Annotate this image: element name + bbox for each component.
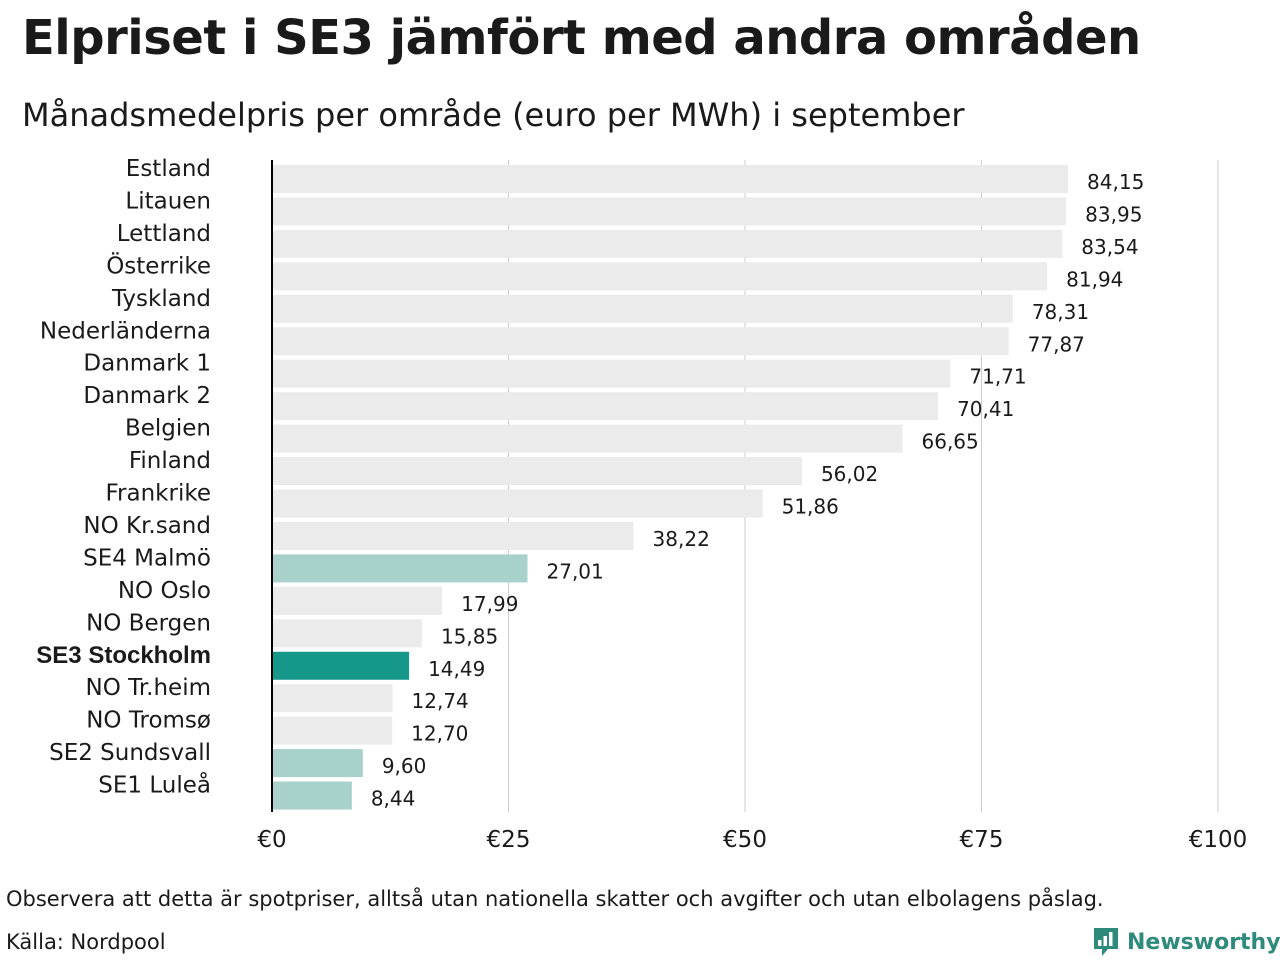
value-label: 84,15 <box>1087 170 1144 194</box>
category-label: Danmark 2 <box>83 383 211 409</box>
value-label: 12,70 <box>411 722 468 746</box>
bar <box>272 651 410 680</box>
bar <box>272 749 363 778</box>
x-tick-label: €25 <box>487 827 531 853</box>
category-label: Österrike <box>106 251 211 279</box>
x-tick-label: €100 <box>1189 827 1248 853</box>
category-labels: Estland Litauen Lettland Österrike Tyskland N… <box>36 156 211 799</box>
category-label: Nederländerna <box>40 318 211 344</box>
bar <box>272 521 634 550</box>
value-label: 77,87 <box>1028 332 1085 356</box>
value-label: 83,95 <box>1085 202 1142 226</box>
bar <box>272 554 528 583</box>
bar <box>272 262 1048 291</box>
value-label: 56,02 <box>821 462 878 486</box>
footnote: Observera att detta är spotpriser, allts… <box>6 887 1104 911</box>
bar <box>272 327 1009 356</box>
bar <box>272 619 422 648</box>
category-label: NO Kr.sand <box>83 513 211 539</box>
category-label: Frankrike <box>106 481 212 507</box>
category-label: NO Bergen <box>86 610 211 636</box>
bar <box>272 586 443 615</box>
bar <box>272 197 1067 226</box>
category-label: NO Oslo <box>118 578 211 604</box>
bar <box>272 392 939 421</box>
bar <box>272 781 352 810</box>
value-label: 83,54 <box>1081 235 1138 259</box>
bar <box>272 229 1063 258</box>
category-label: SE3 Stockholm <box>36 642 211 669</box>
bar <box>272 457 802 486</box>
category-label: Belgien <box>125 416 211 442</box>
bar <box>272 359 951 388</box>
bar <box>272 684 393 713</box>
value-label: 66,65 <box>922 430 979 454</box>
chart-bubble-icon <box>1094 928 1118 956</box>
value-label: 71,71 <box>969 365 1026 389</box>
x-tick-label: €50 <box>723 827 767 853</box>
bar <box>272 424 903 453</box>
value-label: 70,41 <box>957 397 1014 421</box>
bar <box>272 165 1069 193</box>
category-label: Lettland <box>117 221 211 247</box>
bar <box>272 489 763 518</box>
logo-text: Newsworthy <box>1127 929 1280 955</box>
bar-chart: Estland Litauen Lettland Österrike Tyskland N… <box>36 156 1247 853</box>
category-label: SE2 Sundsvall <box>49 740 211 766</box>
bar <box>272 716 393 745</box>
category-label: Finland <box>129 448 211 474</box>
value-label: 51,86 <box>782 495 839 519</box>
bar <box>272 294 1013 323</box>
chart-title: Elpriset i SE3 jämfört med andra områden <box>22 10 1141 66</box>
category-label: SE1 Luleå <box>98 771 211 799</box>
value-label: 17,99 <box>461 592 518 616</box>
category-label: SE4 Malmö <box>83 545 211 571</box>
category-label: Litauen <box>125 188 211 214</box>
value-label: 8,44 <box>371 787 416 811</box>
value-label: 81,94 <box>1066 267 1123 291</box>
category-label: Tyskland <box>111 286 211 312</box>
x-tick-labels: €0 €25 €50 €75 €100 <box>257 827 1247 853</box>
bars <box>272 165 1069 810</box>
value-label: 38,22 <box>653 527 710 551</box>
newsworthy-logo: Newsworthy <box>1092 926 1280 958</box>
value-label: 78,31 <box>1032 300 1089 324</box>
source-note: Källa: Nordpool <box>6 930 166 954</box>
value-label: 14,49 <box>428 657 485 681</box>
chart-subtitle: Månadsmedelpris per område (euro per MWh… <box>22 96 965 134</box>
value-label: 12,74 <box>412 689 469 713</box>
value-label: 27,01 <box>547 559 604 583</box>
x-tick-label: €0 <box>257 827 286 853</box>
value-label: 9,60 <box>382 754 427 778</box>
category-label: NO Tr.heim <box>86 675 211 701</box>
category-label: NO Tromsø <box>86 708 211 734</box>
category-label: Estland <box>126 156 211 182</box>
x-tick-label: €75 <box>960 827 1004 853</box>
category-label: Danmark 1 <box>83 351 211 377</box>
value-label: 15,85 <box>441 624 498 648</box>
